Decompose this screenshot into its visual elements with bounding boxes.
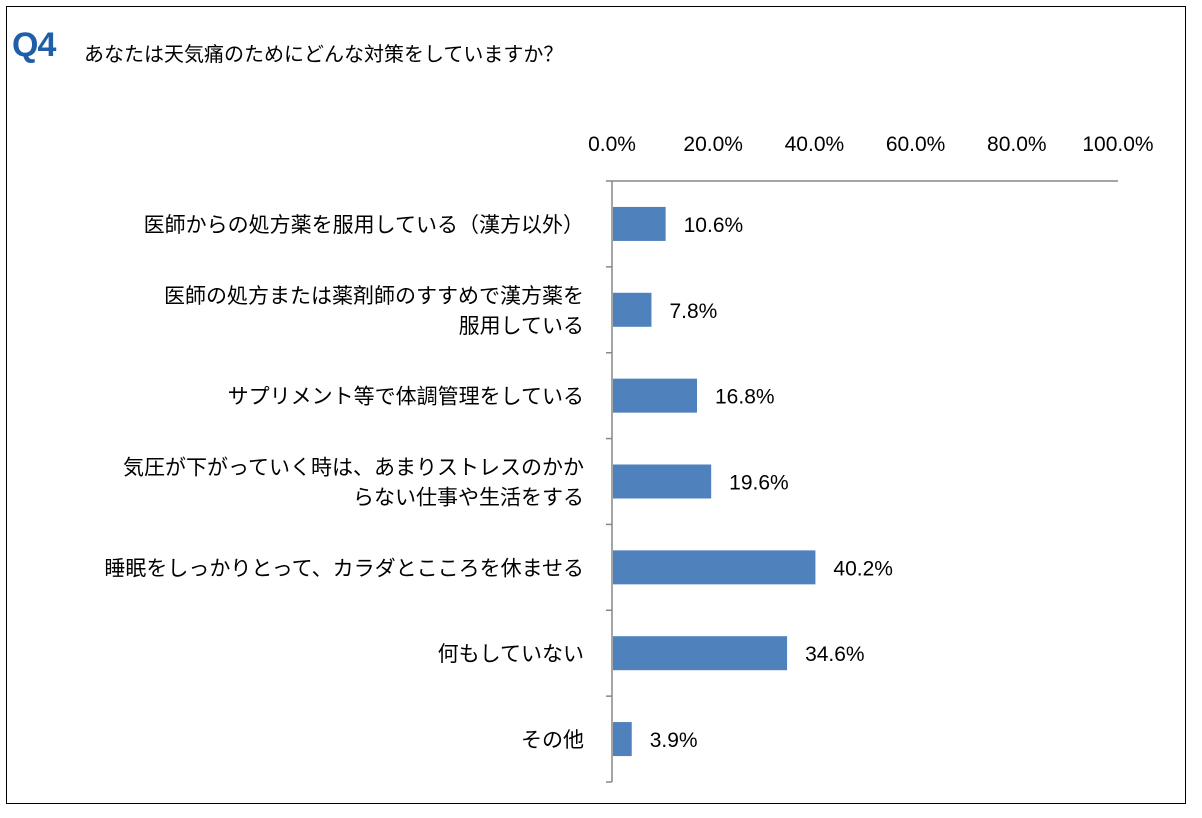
bar	[613, 292, 652, 327]
category-label: 医師の処方または薬剤師のすすめで漢方薬を	[164, 284, 584, 308]
data-label: 10.6%	[684, 214, 744, 237]
bar	[613, 636, 788, 671]
x-tick-label: 60.0%	[886, 133, 946, 156]
question-text: あなたは天気痛のためにどんな対策をしていますか？	[84, 42, 564, 66]
x-tick-label: 0.0%	[588, 133, 636, 156]
chart-frame	[6, 6, 1186, 804]
data-label: 7.8%	[669, 300, 717, 323]
x-tick-label: 40.0%	[785, 133, 845, 156]
data-label: 34.6%	[805, 643, 865, 666]
data-label: 16.8%	[715, 386, 775, 409]
category-label: 服用している	[459, 314, 584, 338]
x-tick-label: 100.0%	[1082, 133, 1153, 156]
x-tick-label: 20.0%	[683, 133, 743, 156]
bar	[613, 722, 632, 757]
question-number: Q4	[12, 26, 56, 64]
category-label: 何もしていない	[438, 642, 584, 666]
bar	[613, 464, 712, 499]
data-label: 40.2%	[833, 557, 893, 580]
x-tick-label: 80.0%	[987, 133, 1047, 156]
category-label: らない仕事や生活をする	[353, 486, 584, 510]
category-label: その他	[521, 728, 584, 752]
bar	[613, 378, 698, 413]
bar	[613, 550, 816, 585]
category-label: 医師からの処方薬を服用している（漢方以外）	[144, 213, 584, 237]
category-label: サプリメント等で体調管理をしている	[228, 385, 584, 409]
bar	[613, 206, 666, 241]
category-label: 気圧が下がっていく時は、あまりストレスのかか	[123, 456, 584, 480]
data-label: 3.9%	[650, 729, 698, 752]
category-label: 睡眠をしっかりとって、カラダとこころを休ませる	[104, 556, 584, 580]
data-label: 19.6%	[729, 472, 789, 495]
